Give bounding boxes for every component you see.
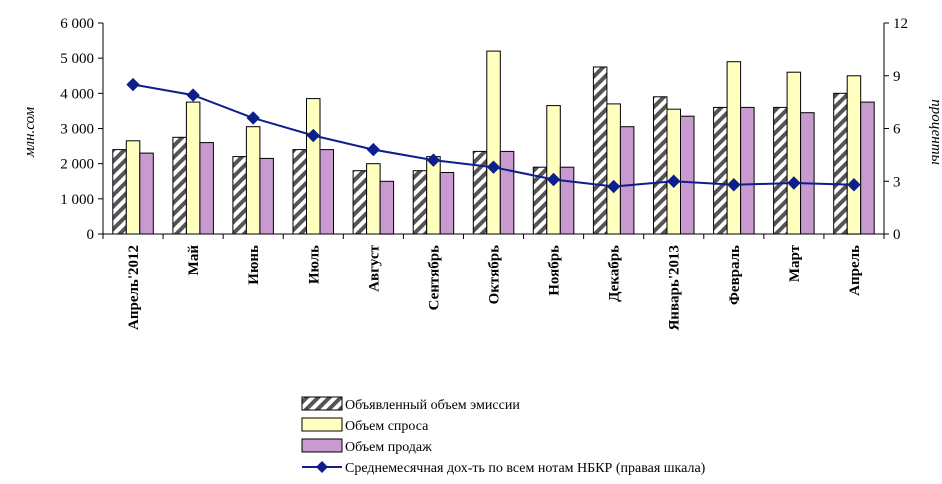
y2-tick-label: 12 xyxy=(893,16,908,32)
yield-point xyxy=(246,111,260,125)
y-tick-label: 0 xyxy=(87,227,95,243)
bar-demand xyxy=(125,140,141,235)
yield-line-layer xyxy=(126,77,861,194)
bar-demand xyxy=(245,126,261,235)
yield-point xyxy=(787,176,801,190)
bar-emission xyxy=(412,170,428,235)
bar-emission xyxy=(653,96,668,235)
y-tick-label: 3 000 xyxy=(60,122,94,138)
bar-emission xyxy=(592,66,608,235)
bar-sales xyxy=(319,149,334,235)
yield-point xyxy=(667,174,681,188)
yield-point xyxy=(366,142,381,157)
bar-sales xyxy=(559,166,575,235)
y2-tick-label: 3 xyxy=(893,174,901,190)
yield-point xyxy=(727,178,741,192)
y2-tick-label: 6 xyxy=(893,122,901,138)
bar-emission xyxy=(292,149,307,235)
y2-tick-label: 0 xyxy=(893,227,901,243)
yield-point xyxy=(546,172,561,187)
legend-marker xyxy=(316,461,328,473)
bar-demand xyxy=(426,156,441,235)
bar-demand xyxy=(306,98,321,235)
bar-demand xyxy=(846,75,862,235)
x-category-label: Июнь xyxy=(246,245,262,285)
legend-swatch xyxy=(301,438,343,453)
legend-label: Объявленный объем эмиссии xyxy=(345,398,520,413)
bar-emission xyxy=(833,92,848,235)
bar-emission xyxy=(352,170,368,235)
bar-sales xyxy=(619,126,635,235)
bar-demand xyxy=(786,71,802,235)
bar-sales xyxy=(199,142,214,235)
x-category-label: Апрель xyxy=(847,245,863,296)
yield-point xyxy=(606,179,621,194)
x-category-label: Март xyxy=(787,244,803,282)
legend: Объявленный объем эмиссии Объем спроса Объ… xyxy=(301,396,706,476)
bar-sales xyxy=(800,112,815,235)
bar-demand xyxy=(546,105,561,235)
x-category-label: Октябрь xyxy=(487,245,503,304)
bar-demand xyxy=(606,103,621,235)
bar-emission xyxy=(773,106,788,235)
bar-emission xyxy=(232,156,247,235)
yield-point xyxy=(426,153,441,167)
x-category-label: Май xyxy=(186,245,202,276)
bar-sales xyxy=(139,152,154,235)
y2-axis-title: проценты xyxy=(928,99,942,164)
y-axis-title: млн.сом xyxy=(22,107,38,159)
bar-demand xyxy=(185,101,201,235)
x-category-label: Январь'2013 xyxy=(667,245,683,331)
axes-layer xyxy=(98,22,889,239)
bar-demand xyxy=(666,108,681,235)
bar-demand xyxy=(366,163,381,235)
yield-point xyxy=(847,178,861,192)
bar-emission xyxy=(172,136,187,235)
y2-tick-label: 9 xyxy=(893,69,901,85)
bars-layer xyxy=(112,50,875,235)
legend-swatch xyxy=(301,417,343,432)
yield-point xyxy=(486,160,501,174)
legend-label: Объем спроса xyxy=(345,419,429,434)
y-tick-label: 4 000 xyxy=(60,86,94,102)
bar-sales xyxy=(740,106,755,235)
y-tick-label: 1 000 xyxy=(60,192,94,208)
x-category-label: Февраль xyxy=(727,245,743,305)
x-category-label: Декабрь xyxy=(607,245,623,302)
bar-emission xyxy=(112,149,127,235)
labels-layer: 0 1 000 2 000 3 000 4 000 5 000 6 000 0 3 6 9 12 Апр… xyxy=(60,16,908,331)
bar-sales xyxy=(680,115,695,235)
bar-sales xyxy=(379,180,395,235)
yield-point xyxy=(186,88,200,102)
y-tick-label: 6 000 xyxy=(60,16,94,32)
x-category-label: Ноябрь xyxy=(547,245,563,296)
x-category-label: Июль xyxy=(306,245,322,284)
x-category-label: Август xyxy=(366,244,382,291)
bar-emission xyxy=(713,106,728,235)
x-category-label: Апрель'2012 xyxy=(126,245,142,330)
yield-point xyxy=(126,77,140,92)
bar-demand xyxy=(486,50,501,235)
bar-sales xyxy=(439,172,455,235)
bar-sales xyxy=(499,150,515,235)
y-tick-label: 2 000 xyxy=(60,157,94,173)
bar-demand xyxy=(726,61,742,235)
legend-swatch xyxy=(301,396,343,411)
bar-sales xyxy=(860,101,875,235)
bar-emission xyxy=(472,150,488,235)
y-tick-label: 5 000 xyxy=(60,51,94,67)
bar-sales xyxy=(259,157,274,235)
yield-point xyxy=(306,128,320,143)
legend-label: Объем продаж xyxy=(345,440,432,455)
x-category-label: Сентябрь xyxy=(426,245,442,310)
legend-label: Среднемесячная дох-ть по всем нотам НБКР… xyxy=(345,461,706,476)
